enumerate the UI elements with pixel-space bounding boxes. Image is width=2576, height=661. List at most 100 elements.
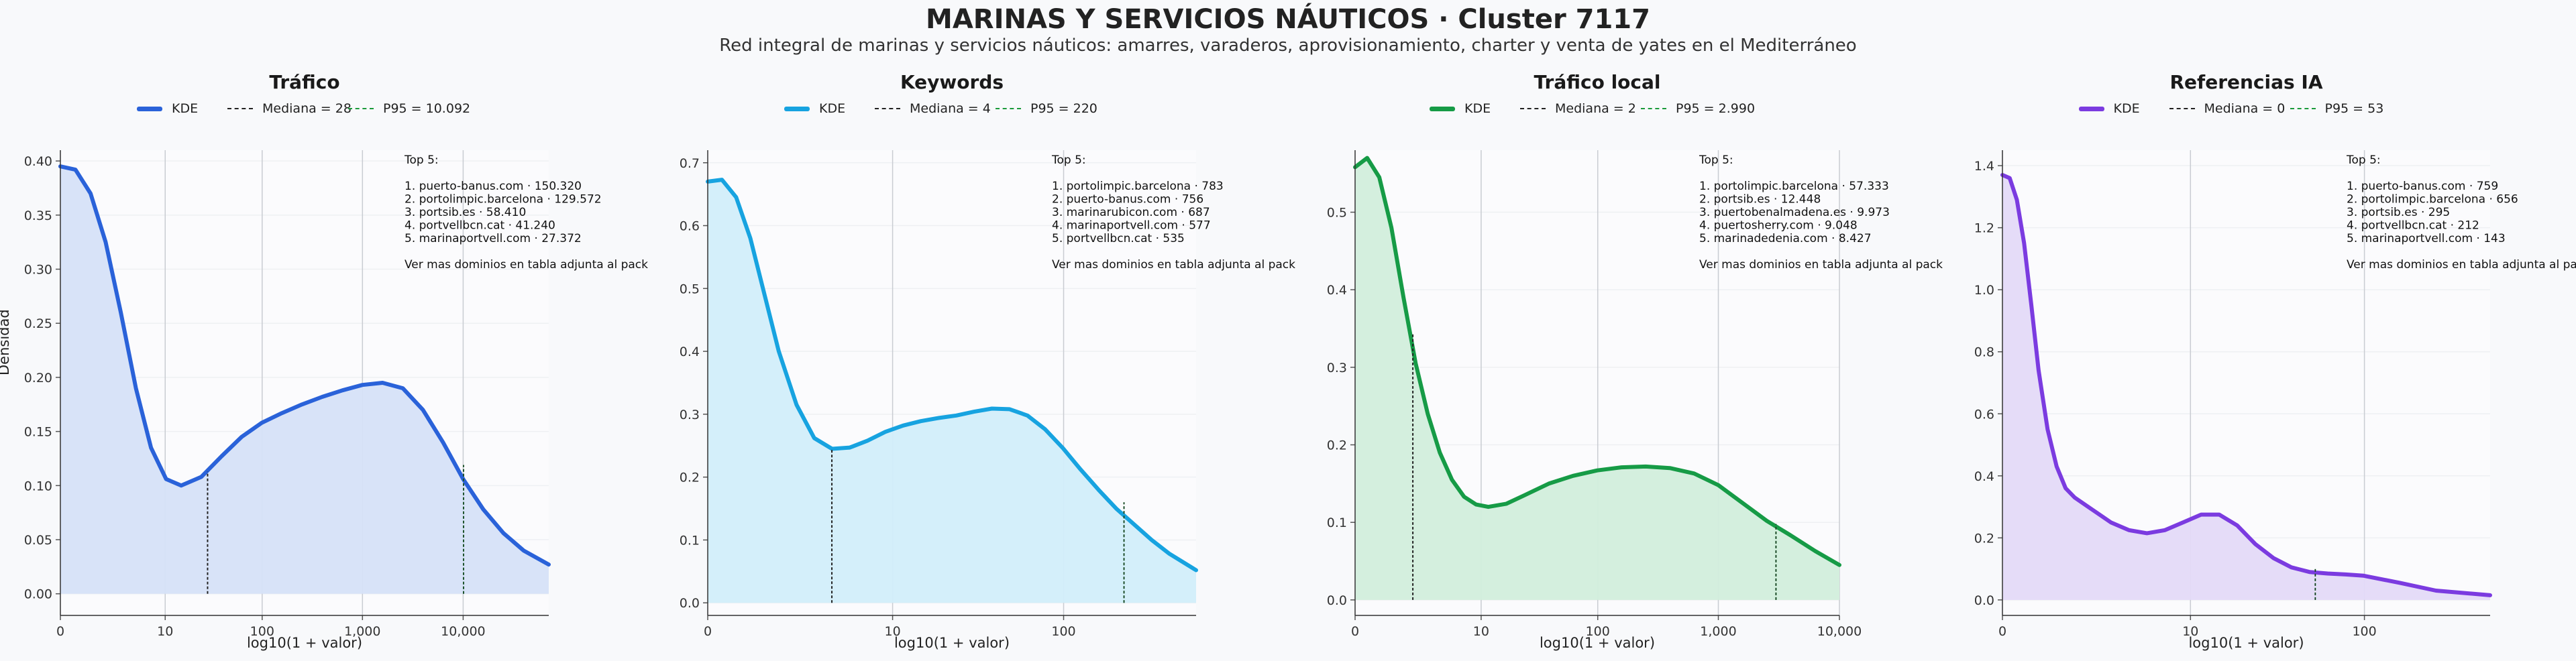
y-tick-label: 0.4 — [680, 345, 700, 359]
top5-heading: Top 5: — [2346, 154, 2381, 167]
legend-p95-swatch — [1641, 108, 1666, 109]
y-tick-label: 0.1 — [1327, 516, 1347, 530]
y-tick-label: 0.15 — [24, 425, 52, 440]
legend-p95-label: P95 = 2.990 — [1676, 101, 1756, 116]
legend-median-swatch — [227, 108, 253, 109]
chart-plot: 0.0 0.2 0.4 0.6 0.8 1.0 1.2 1.4 0 10 100 log10(1 + … — [1974, 150, 2576, 651]
legend-median: Mediana = 28 — [227, 101, 352, 116]
top5-item: 5. marinadedenia.com · 8.427 — [1699, 232, 1872, 245]
top5-item: 1. portolimpic.barcelona · 57.333 — [1699, 180, 1889, 193]
top5-footer: Ver mas dominios en tabla adjunta al pac… — [1699, 258, 1943, 272]
legend-kde: KDE — [1430, 101, 1491, 116]
legend-kde-label: KDE — [2113, 101, 2140, 116]
legend-p95: P95 = 53 — [2290, 101, 2384, 116]
top5-item: 3. puertobenalmadena.es · 9.973 — [1699, 206, 1890, 219]
y-tick-label: 0.25 — [24, 316, 52, 331]
top5-item: 2. portolimpic.barcelona · 656 — [2347, 193, 2518, 206]
chart-title: Tráfico — [269, 71, 340, 93]
legend-kde-label: KDE — [819, 101, 846, 116]
chart-plot: 0.00 0.05 0.10 0.15 0.20 0.25 0.30 0.35 0.40 0 10 1… — [24, 150, 648, 651]
chart-legend: KDE Mediana = 4 P95 = 220 — [647, 101, 1295, 119]
y-tick-label: 0.4 — [1974, 469, 1994, 484]
x-tick-label: 10 — [157, 624, 173, 639]
x-tick-label: 0 — [704, 624, 712, 639]
top5-item: 3. marinarubicon.com · 687 — [1052, 206, 1210, 219]
legend-kde-label: KDE — [172, 101, 199, 116]
legend-median: Mediana = 2 — [1520, 101, 1636, 116]
legend-p95-swatch — [2290, 108, 2316, 109]
top5-item: 1. puerto-banus.com · 150.320 — [405, 180, 582, 193]
y-tick-label: 0.8 — [1974, 345, 1994, 360]
top5-item: 4. puertosherry.com · 9.048 — [1699, 219, 1858, 233]
top5-item: 4. marinaportvell.com · 577 — [1052, 219, 1211, 233]
legend-median-swatch — [875, 108, 900, 109]
top5-item: 2. portsib.es · 12.448 — [1699, 193, 1821, 206]
chart-panel-2: Keywords KDE Mediana = 4 P95 = 220 0.0 0.1 0.2… — [647, 0, 1295, 661]
y-tick-label: 0.10 — [24, 479, 52, 493]
kde-area — [708, 180, 1196, 603]
chart-panel-1: Tráfico KDE Mediana = 28 P95 = 10.092 0.00 0.… — [0, 0, 648, 661]
x-axis-label: log10(1 + valor) — [2188, 635, 2304, 651]
top5-footer: Ver mas dominios en tabla adjunta al pac… — [1052, 258, 1295, 272]
x-tick-label: 0 — [56, 624, 64, 639]
legend-kde-swatch — [784, 106, 810, 111]
legend-kde-swatch — [1430, 106, 1455, 111]
top5-item: 2. portolimpic.barcelona · 129.572 — [405, 193, 602, 206]
x-axis-label: log10(1 + valor) — [247, 635, 362, 651]
top5-item: 3. portsib.es · 295 — [2347, 206, 2450, 219]
legend-p95-label: P95 = 10.092 — [383, 101, 471, 116]
x-tick-label: 10 — [1473, 624, 1489, 639]
legend-median-label: Mediana = 4 — [910, 101, 991, 116]
legend-median: Mediana = 0 — [2169, 101, 2286, 116]
x-tick-label: 0 — [1998, 624, 2006, 639]
kde-area — [2002, 175, 2490, 600]
y-tick-label: 0.00 — [24, 587, 52, 602]
y-tick-label: 0.2 — [1327, 438, 1347, 453]
y-tick-label: 0.2 — [680, 471, 700, 485]
top5-footer: Ver mas dominios en tabla adjunta al pac… — [2347, 258, 2576, 272]
legend-p95: P95 = 220 — [996, 101, 1097, 116]
chart-legend: KDE Mediana = 28 P95 = 10.092 — [0, 101, 647, 119]
y-tick-label: 1.0 — [1974, 283, 1994, 298]
y-tick-label: 0.0 — [1974, 593, 1994, 608]
y-tick-label: 0.7 — [680, 156, 700, 171]
legend-median: Mediana = 4 — [875, 101, 991, 116]
top5-item: 5. portvellbcn.cat · 535 — [1052, 232, 1185, 245]
y-tick-label: 0.5 — [1327, 206, 1347, 221]
legend-kde: KDE — [784, 101, 845, 116]
legend-median-label: Mediana = 0 — [2204, 101, 2286, 116]
legend-p95-label: P95 = 53 — [2324, 101, 2384, 116]
top5-item: 4. portvellbcn.cat · 212 — [2347, 219, 2479, 233]
legend-kde-swatch — [2078, 106, 2104, 111]
y-tick-label: 0.05 — [24, 533, 52, 548]
y-tick-label: 0.4 — [1327, 283, 1347, 298]
legend-p95-label: P95 = 220 — [1030, 101, 1097, 116]
x-tick-label: 100 — [2352, 624, 2376, 639]
y-tick-label: 0.30 — [24, 263, 52, 278]
kde-line — [1353, 156, 1841, 567]
y-tick-label: 0.5 — [680, 282, 700, 296]
x-tick-label: 1,000 — [1700, 624, 1736, 639]
legend-median-label: Mediana = 2 — [1555, 101, 1636, 116]
top5-item: 3. portsib.es · 58.410 — [405, 206, 526, 219]
chart-plot: 0.0 0.1 0.2 0.3 0.4 0.5 0 10 100 1,000 10,000 log10… — [1327, 150, 1943, 651]
y-tick-label: 0.20 — [24, 371, 52, 385]
legend-median-swatch — [2169, 108, 2195, 109]
x-tick-label: 10,000 — [441, 624, 485, 639]
y-tick-label: 1.4 — [1974, 159, 1994, 174]
y-tick-label: 0.35 — [24, 208, 52, 223]
chart-title: Tráfico local — [1534, 71, 1661, 93]
legend-median-swatch — [1520, 108, 1546, 109]
y-tick-label: 0.6 — [1974, 407, 1994, 422]
top5-item: 5. marinaportvell.com · 143 — [2347, 232, 2506, 245]
x-axis-label: log10(1 + valor) — [1540, 635, 1655, 651]
y-tick-label: 1.2 — [1974, 221, 1994, 236]
y-tick-label: 0.6 — [680, 219, 700, 234]
legend-p95: P95 = 2.990 — [1641, 101, 1755, 116]
legend-kde: KDE — [137, 101, 198, 116]
y-tick-label: 0.40 — [24, 154, 52, 169]
y-tick-label: 0.0 — [1327, 593, 1347, 608]
top5-heading: Top 5: — [404, 154, 439, 167]
top5-item: 1. portolimpic.barcelona · 783 — [1052, 180, 1224, 193]
legend-kde-swatch — [137, 106, 162, 111]
